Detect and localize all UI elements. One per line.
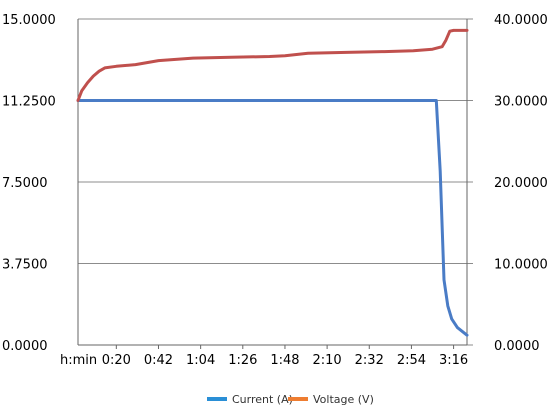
x-tick-label: 2:54 [397, 353, 426, 368]
y-right-tick-label: 0.0000 [494, 339, 540, 354]
x-tick-label: 2:10 [313, 353, 342, 368]
legend-label: Voltage (V) [313, 393, 374, 406]
y-left-tick-label: 11.2500 [2, 95, 56, 110]
legend-swatch [207, 397, 227, 401]
grid-layer [78, 18, 473, 346]
x-tick-label: 2:32 [355, 353, 384, 368]
axis-layer [77, 19, 468, 349]
series-line-1 [76, 28, 469, 102]
x-tick-label: 1:48 [270, 353, 299, 368]
y-right-tick-label: 30.0000 [494, 95, 548, 110]
x-tick-label: 0:20 [102, 353, 131, 368]
x-tick-label: 0:42 [144, 353, 173, 368]
tick-layer: 0.0000 3.7500 7.5000 11.2500 15.0000 0.0000 10… [2, 13, 548, 368]
y-left-tick-label: 15.0000 [2, 13, 56, 28]
y-right-tick-label: 10.0000 [494, 258, 548, 273]
y-right-tick-label: 20.0000 [494, 176, 548, 191]
y-left-tick-label: 0.0000 [2, 339, 48, 354]
legend-swatch [288, 397, 308, 401]
y-left-tick-label: 3.7500 [2, 258, 48, 273]
y-left-tick-label: 7.5000 [2, 176, 48, 191]
series-layer [76, 28, 469, 337]
legend: Current (A) Voltage (V) [207, 393, 374, 406]
y-right-tick-label: 40.0000 [494, 13, 548, 28]
x-tick-label: 3:16 [439, 353, 468, 368]
series-line-0 [76, 99, 469, 337]
x-tick-label: 1:26 [228, 353, 257, 368]
legend-label: Current (A) [232, 393, 293, 406]
x-axis-prefix: h:min [60, 353, 97, 368]
x-tick-label: 1:04 [186, 353, 215, 368]
